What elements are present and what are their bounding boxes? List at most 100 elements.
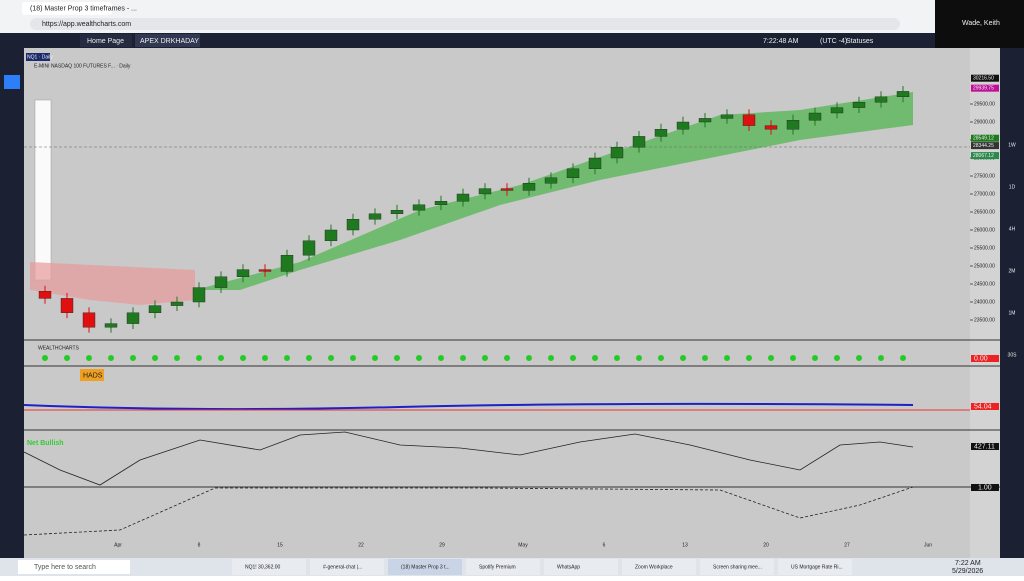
taskbar-item[interactable] <box>544 559 618 575</box>
taskbar-date: 5/29/2026 <box>952 568 983 575</box>
indicator-line <box>23 402 914 411</box>
candle-body <box>500 188 514 191</box>
left-sidebar <box>0 48 24 558</box>
price-label-box <box>971 134 999 142</box>
status-dot <box>328 355 334 361</box>
candle-body <box>632 136 646 148</box>
tab-home[interactable] <box>80 34 132 47</box>
pane-value: 0.00 <box>974 355 988 362</box>
taskbar-label: #-general-chat |... <box>323 564 362 570</box>
price-label: 30216.50 <box>973 76 994 82</box>
taskbar-label: Screen sharing mee... <box>713 564 762 570</box>
timeframe[interactable]: 1D <box>1009 184 1016 190</box>
status-dot <box>526 355 532 361</box>
add-button[interactable] <box>4 75 20 89</box>
status-dot <box>680 355 686 361</box>
price-label-box <box>971 142 999 150</box>
x-tick-label: 27 <box>844 542 850 548</box>
x-tick-label: May <box>518 542 528 548</box>
candle-body <box>698 118 712 123</box>
price-label: 29939.75 <box>973 85 994 91</box>
symbol-badge <box>26 53 50 61</box>
taskbar-item[interactable] <box>700 559 774 575</box>
candle-body <box>192 287 206 303</box>
x-tick-label: 13 <box>682 542 688 548</box>
browser-tab[interactable] <box>22 2 112 15</box>
status-dot <box>372 355 378 361</box>
url: https://app.wealthcharts.com <box>42 21 131 28</box>
search-box[interactable] <box>18 560 130 574</box>
taskbar-item[interactable] <box>622 559 696 575</box>
status-dot <box>438 355 444 361</box>
status-dot <box>306 355 312 361</box>
timezone: (UTC -4) <box>820 38 847 45</box>
x-tick-label: Jun <box>924 542 932 548</box>
x-tick-label: 22 <box>358 542 364 548</box>
pane-value: 1.00 <box>978 484 992 491</box>
candle-body <box>830 107 844 114</box>
candle-body <box>60 298 74 313</box>
y-tick-label: 27500.00 <box>974 173 995 179</box>
candle-body <box>236 269 250 278</box>
timeframe[interactable]: 2M <box>1009 268 1016 274</box>
user-box <box>935 0 1024 48</box>
taskbar-item[interactable] <box>388 559 462 575</box>
red-cloud <box>30 262 195 305</box>
candle-body <box>456 193 470 202</box>
status-dot <box>152 355 158 361</box>
chart-title: E-MINI NASDAQ 100 FUTURES F... · Daily <box>34 63 131 69</box>
search-placeholder: Type here to search <box>34 564 96 571</box>
candle-body <box>324 229 338 242</box>
taskbar-item[interactable] <box>778 559 852 575</box>
address-bar[interactable] <box>30 18 900 30</box>
candle-body <box>566 168 580 179</box>
taskbar-label: NQ1! 30,362.00 <box>245 564 281 570</box>
candle-body <box>654 128 668 137</box>
statuses[interactable]: Statuses <box>846 38 874 45</box>
green-cloud <box>195 92 913 290</box>
brand: WEALTHCHARTS <box>38 345 80 351</box>
price-label: 28344.25 <box>973 143 994 149</box>
status-dot <box>416 355 422 361</box>
net-bullish-line <box>23 431 914 486</box>
timeframe[interactable]: 1W <box>1008 142 1016 148</box>
timeframe[interactable]: 30S <box>1008 352 1018 358</box>
timeframe[interactable]: 4H <box>1009 226 1016 232</box>
x-tick-label: 6 <box>603 542 606 548</box>
taskbar-item[interactable] <box>310 559 384 575</box>
timeframe[interactable]: 1M <box>1009 310 1016 316</box>
status-dot <box>240 355 246 361</box>
drawing-tools[interactable] <box>34 99 52 281</box>
status-dot <box>746 355 752 361</box>
y-tick-label: 25000.00 <box>974 263 995 269</box>
tab-apex[interactable] <box>135 34 200 47</box>
status-dot <box>42 355 48 361</box>
candle-body <box>544 177 558 184</box>
candle-body <box>764 125 778 130</box>
taskbar-time: 7:22 AM <box>955 560 981 567</box>
candle-body <box>104 323 118 328</box>
candle-body <box>896 91 910 98</box>
taskbar-item[interactable] <box>466 559 540 575</box>
candle-body <box>588 157 602 170</box>
status-dot <box>878 355 884 361</box>
status-dot <box>174 355 180 361</box>
status-dot <box>636 355 642 361</box>
status-dot <box>702 355 708 361</box>
status-dot <box>482 355 488 361</box>
taskbar-label: WhatsApp <box>557 564 580 570</box>
candle-body <box>808 112 822 121</box>
status-dot <box>790 355 796 361</box>
candle-body <box>368 213 382 220</box>
candle-body <box>390 209 404 214</box>
status-dot <box>834 355 840 361</box>
y-tick-label: 23500.00 <box>974 317 995 323</box>
taskbar-item[interactable] <box>232 559 306 575</box>
candle-body <box>346 218 360 231</box>
y-tick-label: 26000.00 <box>974 227 995 233</box>
price-label-box <box>971 74 999 82</box>
pane-value-box <box>971 484 999 491</box>
pane-value: 427.11 <box>974 443 995 450</box>
